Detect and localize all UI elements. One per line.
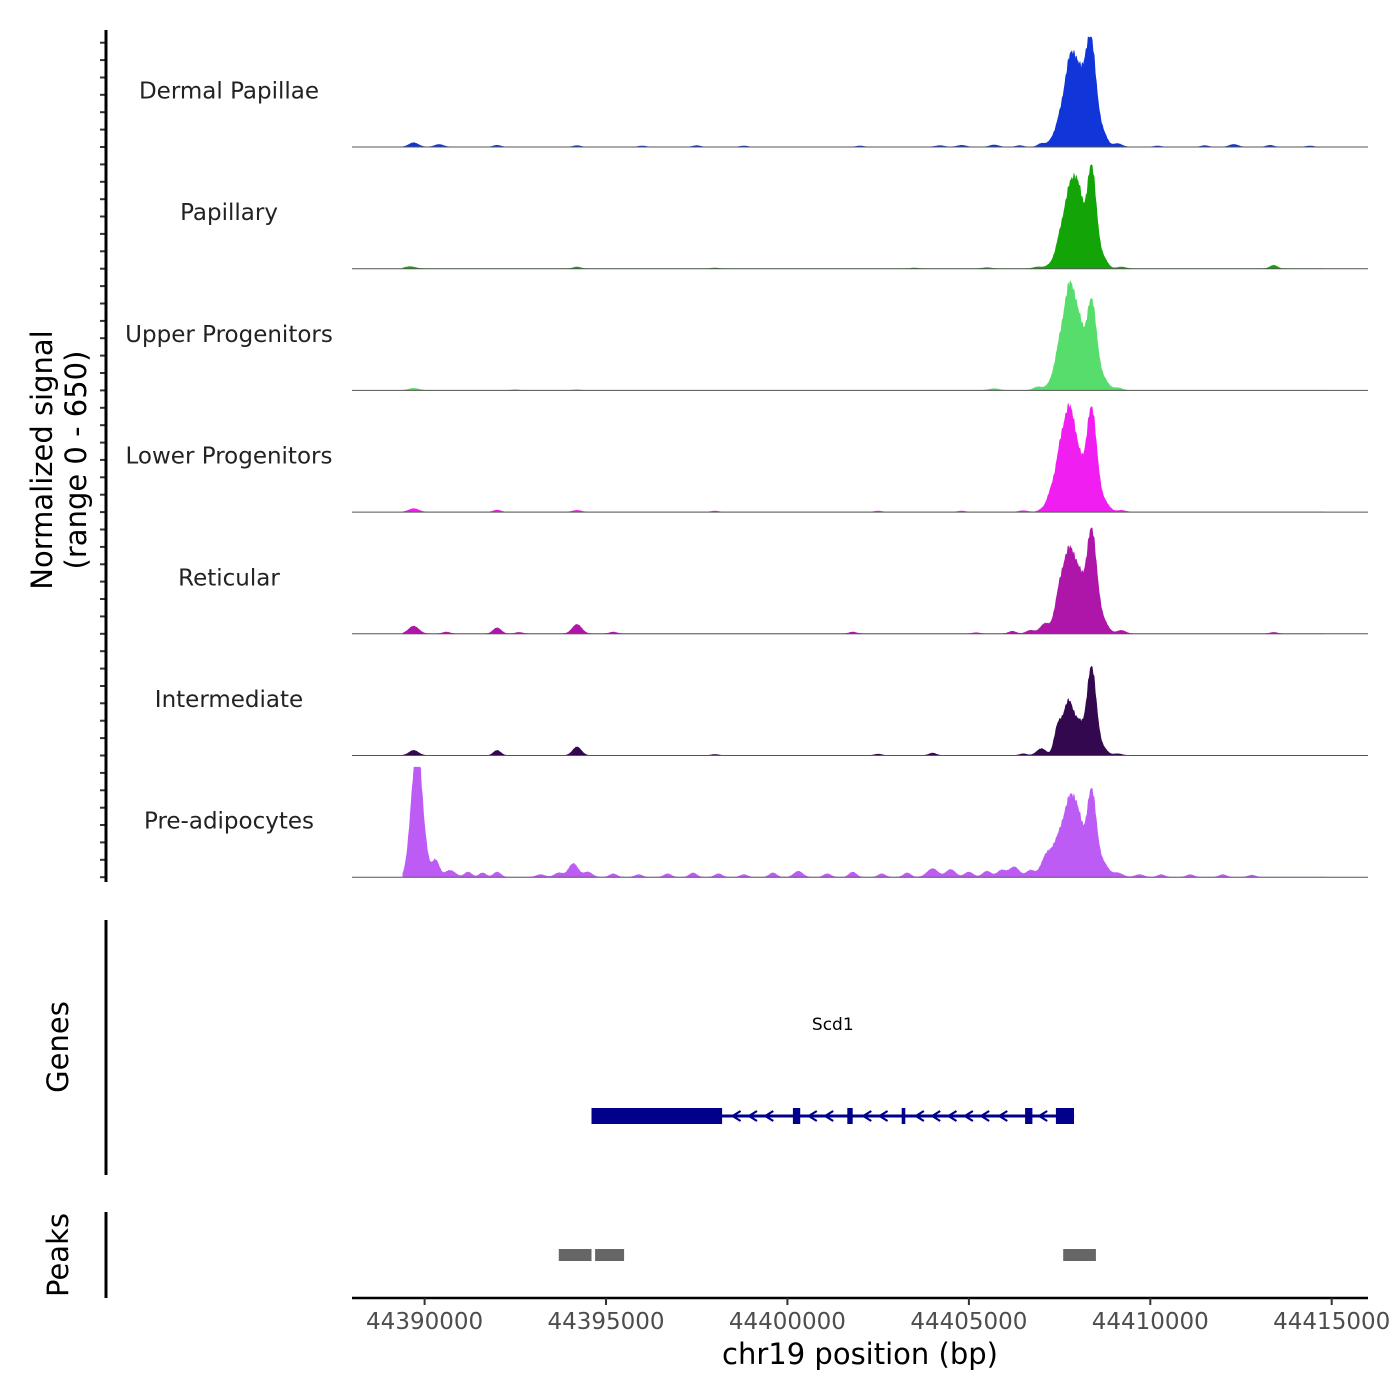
coverage-area: [402, 403, 1325, 513]
coverage-area: [402, 279, 1325, 391]
coverage-area: [402, 665, 1325, 756]
coverage-track: Intermediate: [155, 665, 1368, 756]
coverage-area: [402, 766, 1325, 878]
track-label: Upper Progenitors: [125, 322, 333, 348]
strand-arrow: [930, 1110, 941, 1122]
track-label: Papillary: [180, 200, 278, 226]
strand-arrow: [913, 1110, 925, 1122]
gene-label: Scd1: [812, 1015, 854, 1035]
track-label: Reticular: [178, 565, 280, 591]
strand-arrow: [997, 1110, 1008, 1122]
strand-arrow: [877, 1110, 889, 1122]
peak-region: [558, 1249, 592, 1261]
gene-exon: [792, 1108, 801, 1124]
gene-exon: [1025, 1108, 1033, 1124]
position-axis: 44390000 44395000 44400000 44405000 44410000…: [352, 1296, 1390, 1335]
strand-arrow: [1037, 1110, 1048, 1122]
signal-axis-title-line1: Normalized signal: [25, 330, 59, 589]
track-label: Intermediate: [155, 687, 303, 713]
coverage-track: Reticular: [178, 527, 1368, 635]
position-tick-label: 44405000: [910, 1309, 1027, 1335]
coverage-area: [402, 36, 1325, 148]
peaks-track-title: Peaks: [41, 1213, 75, 1297]
genes-track: Scd1: [591, 1015, 1075, 1124]
peak-region: [595, 1249, 625, 1261]
track-label: Pre-adipocytes: [144, 809, 314, 835]
coverage-track: Upper Progenitors: [125, 279, 1368, 391]
strand-arrow: [979, 1110, 990, 1122]
track-label: Lower Progenitors: [126, 444, 333, 470]
track-label: Dermal Papillae: [139, 79, 319, 105]
gene-exon: [591, 1108, 723, 1124]
strand-arrow: [763, 1110, 774, 1122]
strand-arrow: [861, 1110, 872, 1122]
strand-arrow: [746, 1110, 758, 1122]
position-tick-label: 44395000: [547, 1309, 664, 1335]
coverage-track: Lower Progenitors: [126, 403, 1368, 513]
coverage-track: Papillary: [180, 164, 1368, 270]
position-tick-label: 44415000: [1273, 1309, 1390, 1335]
strand-arrow: [823, 1110, 834, 1122]
position-tick-label: 44410000: [1092, 1309, 1209, 1335]
position-axis-title: chr19 position (bp): [722, 1337, 998, 1371]
strand-arrow: [962, 1110, 974, 1122]
gene-exon: [1055, 1108, 1074, 1124]
genes-track-title: Genes: [41, 1001, 75, 1093]
gene-exon: [901, 1108, 906, 1124]
signal-axis-title-line2: (range 0 - 650): [59, 351, 93, 570]
strand-arrow: [806, 1110, 818, 1122]
coverage-area: [402, 164, 1325, 269]
coverage-track: Pre-adipocytes: [144, 766, 1368, 878]
coverage-area: [402, 527, 1325, 635]
position-tick-label: 44400000: [729, 1309, 846, 1335]
strand-arrow: [946, 1110, 958, 1122]
strand-arrow: [730, 1110, 742, 1122]
coverage-track: Dermal Papillae: [139, 36, 1368, 148]
coverage-tracks: Dermal Papillae Papillary Upper Progenitor…: [125, 36, 1368, 878]
peaks-track: [558, 1249, 1096, 1261]
peak-region: [1063, 1249, 1096, 1261]
position-tick-label: 44390000: [366, 1309, 483, 1335]
gene-exon: [847, 1108, 853, 1124]
